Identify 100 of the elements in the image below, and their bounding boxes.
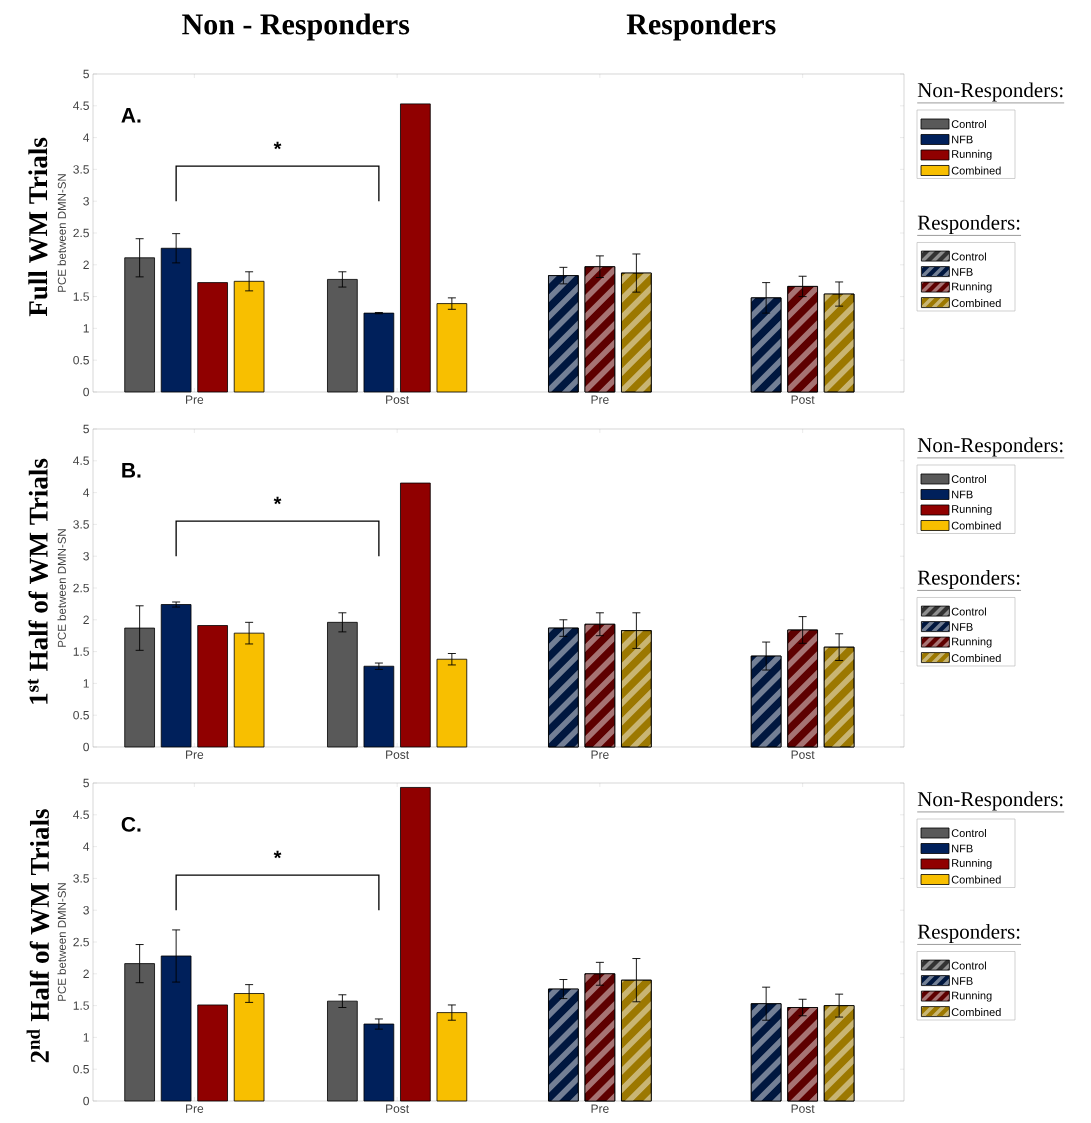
y-tick-label: 4 — [83, 488, 90, 497]
legend-label: Combined — [951, 298, 1001, 308]
legend-label: Running — [952, 149, 992, 161]
bar — [400, 482, 431, 748]
bar — [233, 280, 265, 393]
legend-label: Control — [951, 828, 986, 838]
bar — [363, 312, 395, 393]
text: 1$^{st}$ Half of WM Trials — [27, 458, 48, 704]
y-tick-label: 3 — [83, 551, 89, 561]
annotation: B. — [122, 463, 141, 478]
legend-label: Combined — [951, 1007, 1001, 1017]
y-tick-label: 0 — [83, 1096, 89, 1106]
x-tick-label: Post — [386, 395, 410, 404]
y-tick-label: 1 — [83, 1033, 89, 1042]
y-tick-label: 1 — [83, 324, 89, 333]
y-tick-label: 3 — [83, 905, 89, 915]
x-tick-label: Pre — [186, 395, 204, 404]
y-tick-label: 2 — [83, 615, 89, 624]
y-tick-label: 5 — [83, 69, 89, 79]
y-axis-title: PCE between DMN-SN — [57, 883, 66, 1001]
text: Non-Responders: — [917, 437, 1063, 457]
annotation: A. — [121, 108, 141, 123]
bar — [197, 282, 228, 393]
y-tick-label: 3 — [83, 196, 89, 206]
legend-label: Combined — [951, 653, 1001, 663]
bar — [197, 1004, 228, 1102]
y-tick-label: 0.5 — [73, 710, 89, 720]
x-tick-label: Post — [791, 395, 815, 404]
text: Full WM Trials — [28, 137, 48, 317]
text: Responders: — [917, 923, 1020, 944]
bar — [363, 1023, 395, 1102]
legend-label: Combined — [951, 521, 1001, 530]
y-tick-label: 5 — [83, 778, 89, 788]
y-tick-label: 2.5 — [73, 937, 89, 947]
legend-label: Control — [951, 607, 986, 616]
bar — [436, 658, 468, 748]
y-tick-label: 1.5 — [73, 1001, 89, 1010]
x-tick-label: Pre — [186, 1104, 204, 1113]
y-tick-label: 0.5 — [73, 355, 89, 365]
y-tick-label: 3.5 — [73, 165, 89, 174]
y-tick-label: 0.5 — [73, 1064, 89, 1074]
bar — [400, 103, 431, 393]
text: 2$^{nd}$ Half of WM Trials — [26, 809, 50, 1063]
legend-label: Running — [952, 504, 992, 516]
y-axis-title: PCE between DMN-SN — [57, 174, 66, 292]
y-tick-label: 3.5 — [73, 520, 89, 529]
y-tick-label: 2.5 — [73, 228, 89, 238]
y-tick-label: 4.5 — [73, 456, 89, 465]
y-axis-title: PCE between DMN-SN — [57, 529, 66, 647]
y-tick-label: 2.5 — [73, 583, 89, 593]
legend-label: Control — [951, 119, 986, 129]
y-tick-label: 5 — [83, 424, 89, 434]
legend-label: Combined — [951, 166, 1001, 175]
legend-label: Running — [952, 282, 992, 293]
legend-label: Running — [952, 637, 992, 648]
x-tick-label: Post — [386, 1104, 410, 1113]
y-tick-label: 3.5 — [73, 874, 89, 883]
y-tick-label: 2 — [83, 969, 89, 978]
text: Non - Responders — [182, 13, 410, 41]
x-tick-label: Post — [791, 750, 815, 759]
y-tick-label: 1.5 — [73, 647, 89, 656]
bar — [363, 665, 395, 748]
legend-label: Control — [951, 252, 986, 261]
text: Responders — [626, 13, 776, 41]
y-tick-label: 0 — [83, 387, 89, 397]
x-tick-label: Pre — [591, 750, 609, 759]
x-tick-label: Pre — [186, 750, 204, 759]
legend-label: NFB — [952, 623, 973, 631]
text: Non-Responders: — [917, 82, 1063, 102]
annotation: * — [273, 496, 282, 505]
legend-label: NFB — [952, 977, 973, 985]
bar — [327, 621, 358, 748]
bar — [400, 787, 431, 1102]
y-tick-label: 1 — [83, 679, 89, 688]
y-tick-label: 1.5 — [73, 292, 89, 301]
x-tick-label: Pre — [591, 1104, 609, 1113]
annotation: C. — [121, 816, 141, 832]
legend-label: Running — [952, 991, 992, 1002]
y-tick-label: 4 — [83, 842, 90, 851]
bar — [160, 247, 192, 393]
legend-label: Control — [951, 961, 986, 970]
y-tick-label: 4.5 — [73, 810, 89, 819]
text: Responders: — [917, 214, 1020, 235]
annotation: * — [273, 141, 282, 150]
legend-label: Combined — [951, 875, 1001, 884]
bar — [197, 625, 228, 748]
y-tick-label: 4 — [83, 133, 90, 142]
legend-label: NFB — [952, 490, 973, 499]
legend-label: Control — [951, 474, 986, 484]
annotation: * — [273, 850, 282, 859]
y-tick-label: 0 — [83, 742, 89, 752]
bar — [436, 303, 468, 393]
legend-label: Running — [952, 858, 992, 870]
legend-label: NFB — [952, 844, 973, 853]
x-tick-label: Post — [386, 750, 410, 759]
x-tick-label: Pre — [591, 395, 609, 404]
text: Responders: — [917, 569, 1020, 590]
y-tick-label: 2 — [83, 260, 89, 269]
bar — [327, 279, 358, 393]
bar — [160, 604, 192, 748]
